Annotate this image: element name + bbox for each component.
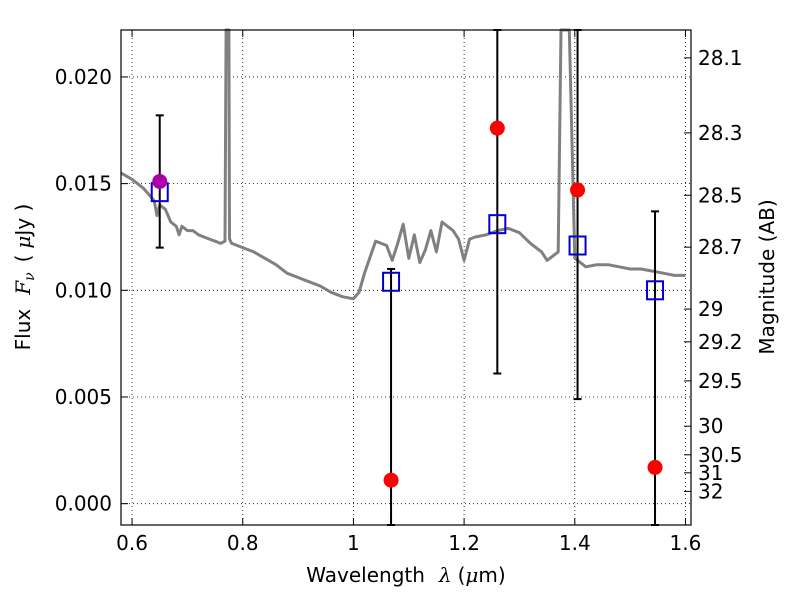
y2-tick-label: 32 bbox=[698, 479, 723, 503]
observed-point bbox=[383, 472, 399, 488]
x-tick-label: 0.6 bbox=[116, 531, 148, 555]
y2-tick-label: 29 bbox=[698, 297, 723, 321]
x-tick-label: 0.8 bbox=[227, 531, 259, 555]
observed-point bbox=[152, 173, 168, 189]
x-ticks: 0.6 0.8 1 1.2 1.4 1.6 bbox=[116, 30, 701, 555]
y-tick-label: 0.015 bbox=[55, 172, 112, 196]
model-point bbox=[488, 214, 507, 235]
template-spectrum bbox=[120, 28, 686, 301]
y2-tick-label: 31 bbox=[698, 461, 723, 485]
y-axis-title: FluxFν(μJy ) bbox=[11, 204, 38, 351]
grid-lines bbox=[121, 30, 691, 525]
x-tick-label: 1.2 bbox=[448, 531, 480, 555]
y2-tick-label: 28.3 bbox=[698, 121, 743, 145]
y2-tick-label: 30 bbox=[698, 414, 723, 438]
observed-point bbox=[647, 459, 663, 475]
observed-points bbox=[152, 120, 663, 488]
y2-tick-label: 28.5 bbox=[698, 183, 743, 207]
error-bars bbox=[155, 29, 660, 526]
model-point bbox=[646, 280, 665, 301]
x-tick-label: 1.4 bbox=[559, 531, 591, 555]
template-spectrum-line bbox=[120, 28, 686, 301]
observed-point bbox=[489, 120, 505, 136]
y2-tick-label: 30.5 bbox=[698, 443, 743, 467]
model-point bbox=[568, 235, 587, 256]
y2-tick-label: 28.7 bbox=[698, 235, 743, 259]
plot-frame bbox=[120, 29, 692, 526]
y2-tick-label: 28.1 bbox=[698, 46, 743, 70]
y-tick-label: 0.010 bbox=[55, 278, 112, 302]
y-tick-label: 0.020 bbox=[55, 65, 112, 89]
y2-axis-title: Magnitude (AB) bbox=[755, 199, 779, 354]
model-points bbox=[150, 182, 665, 301]
y2-tick-label: 29.2 bbox=[698, 330, 743, 354]
y-tick-label: 0.005 bbox=[55, 385, 112, 409]
y-ticks: 0.000 0.005 0.010 0.015 0.020 bbox=[55, 65, 128, 516]
x-tick-label: 1.6 bbox=[670, 531, 702, 555]
x-tick-label: 1 bbox=[347, 531, 360, 555]
y-tick-label: 0.000 bbox=[55, 492, 112, 516]
y2-tick-label: 29.5 bbox=[698, 369, 743, 393]
model-point bbox=[382, 271, 401, 292]
observed-point bbox=[570, 182, 586, 198]
x-axis-title: Wavelength λ (μm) bbox=[306, 563, 505, 587]
